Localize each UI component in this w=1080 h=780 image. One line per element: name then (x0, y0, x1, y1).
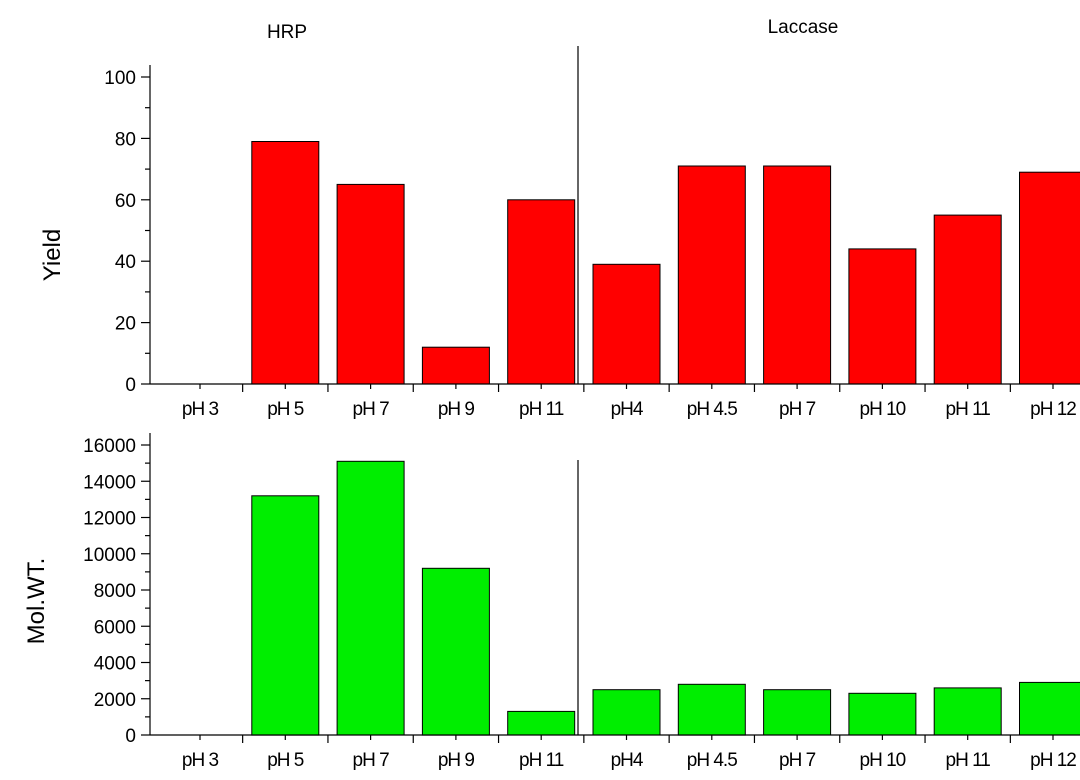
mol-wt-bar (507, 710, 576, 736)
mol-wt-bar (251, 495, 320, 736)
mol-wt-x-tick-label: pH 4.5 (687, 750, 737, 771)
yield-y-tick-label: 60 (115, 191, 136, 212)
yield-y-tick-label: 80 (115, 129, 136, 150)
yield-bar (336, 183, 405, 385)
yield-x-tick-label: pH 7 (353, 399, 390, 420)
laccase-group-label: Laccase (768, 17, 839, 38)
yield-bar (421, 346, 490, 385)
mol-wt-x-tick-label: pH4 (611, 750, 644, 771)
yield-chart: Yield HRP Laccase 0 20 40 60 80 100 pH 3 pH 5 pH… (39, 17, 1080, 420)
mol-wt-x-tick-label: pH 12 (1030, 750, 1076, 771)
mol-wt-x-tick-label: pH 10 (860, 750, 906, 771)
yield-x-tick-label: pH 10 (860, 399, 906, 420)
mol-wt-bar (421, 567, 490, 736)
yield-bar (763, 165, 832, 385)
mol-wt-x-tick-label: pH 5 (267, 750, 304, 771)
yield-bar (933, 214, 1002, 385)
mol-wt-bar (336, 460, 405, 736)
yield-y-tick-label: 40 (115, 252, 136, 273)
yield-x-tick-label: pH4 (611, 399, 644, 420)
yield-y-tick-label: 20 (115, 314, 136, 335)
yield-x-tick-label: pH 9 (438, 399, 475, 420)
mol-wt-bar (677, 683, 746, 736)
mol-wt-y-tick-label: 14000 (83, 472, 136, 493)
yield-y-tick-label: 100 (104, 68, 136, 89)
yield-x-tick-label: pH 11 (946, 399, 991, 420)
yield-bar (848, 248, 917, 385)
mol-wt-bar (592, 689, 661, 736)
yield-x-tick-label: pH 12 (1030, 399, 1076, 420)
mol-wt-y-tick-label: 12000 (83, 509, 136, 530)
mol-wt-x-tick-label: pH 3 (182, 750, 219, 771)
yield-axis-title: Yield (39, 229, 66, 281)
mol-wt-y-tick-label: 6000 (94, 617, 136, 638)
yield-bar (592, 263, 661, 385)
mol-wt-bar (848, 692, 917, 736)
yield-x-tick-label: pH 7 (779, 399, 816, 420)
yield-x-tick-label: pH 11 (519, 399, 564, 420)
mol-wt-axis-title: Mol.WT. (23, 558, 50, 645)
yield-x-tick-label: pH 4.5 (687, 399, 737, 420)
yield-bar (1019, 171, 1080, 385)
hrp-group-label: HRP (267, 22, 307, 43)
mol-wt-y-tick-label: 2000 (94, 690, 136, 711)
mol-wt-bar (763, 689, 832, 736)
mol-wt-y-tick-label: 10000 (83, 545, 136, 566)
yield-x-tick-label: pH 5 (267, 399, 304, 420)
yield-bar (251, 141, 320, 385)
mol-wt-x-tick-label: pH 11 (946, 750, 991, 771)
mol-wt-x-tick-label: pH 7 (779, 750, 816, 771)
mol-wt-x-tick-label: pH 11 (519, 750, 564, 771)
mol-wt-bar (933, 687, 1002, 736)
mol-wt-y-tick-label: 16000 (83, 436, 136, 457)
yield-x-tick-label: pH 3 (182, 399, 219, 420)
molecular-weight-chart: Mol.WT. 0 2000 4000 6000 8000 10000 12000 14000… (23, 433, 1080, 771)
mol-wt-y-tick-label: 0 (125, 726, 136, 747)
yield-y-tick-label: 0 (125, 375, 136, 396)
mol-wt-y-tick-label: 4000 (94, 654, 136, 675)
mol-wt-x-tick-label: pH 7 (353, 750, 390, 771)
yield-bar (677, 165, 746, 385)
yield-bar (507, 199, 576, 385)
mol-wt-bar (1019, 681, 1080, 736)
mol-wt-y-tick-label: 8000 (94, 581, 136, 602)
mol-wt-x-tick-label: pH 9 (438, 750, 475, 771)
